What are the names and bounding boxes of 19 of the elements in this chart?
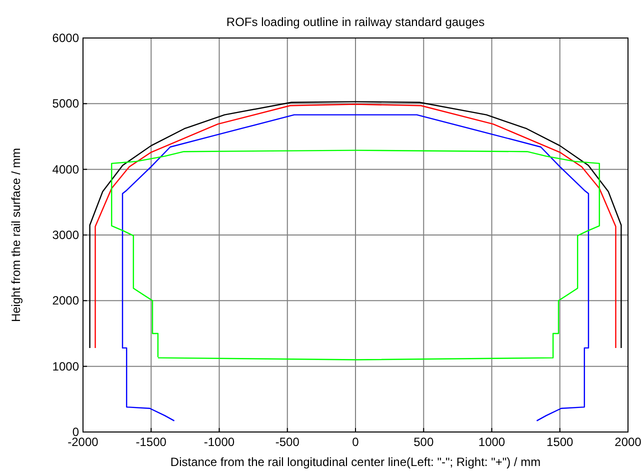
y-tick-label: 4000 [52, 162, 80, 176]
x-tick-label: 2000 [614, 435, 641, 449]
x-tick-label: -1500 [136, 435, 167, 449]
line-series [111, 150, 600, 360]
x-tick-label: 1000 [478, 435, 506, 449]
y-tick-label: 1000 [52, 359, 80, 374]
y-tick-label: 3000 [52, 228, 80, 242]
y-tick-label: 6000 [52, 31, 80, 45]
y-axis-title: Height from the rail surface / mm [9, 148, 23, 322]
x-tick-label: -500 [275, 435, 300, 449]
y-tick-label: 2000 [52, 294, 80, 308]
x-tick-label: 1500 [546, 435, 574, 449]
y-tick-label: 5000 [52, 96, 80, 111]
x-tick-label: -1000 [204, 435, 235, 449]
x-axis-title: Distance from the rail longitudinal center line(Left: "-"; Right: "+") / mm [170, 455, 541, 469]
x-tick-label: 0 [352, 435, 360, 449]
chart-title: ROFs loading outline in railway standard gauges [226, 15, 485, 29]
x-tick-label: 500 [414, 435, 434, 449]
line-series [122, 114, 590, 422]
